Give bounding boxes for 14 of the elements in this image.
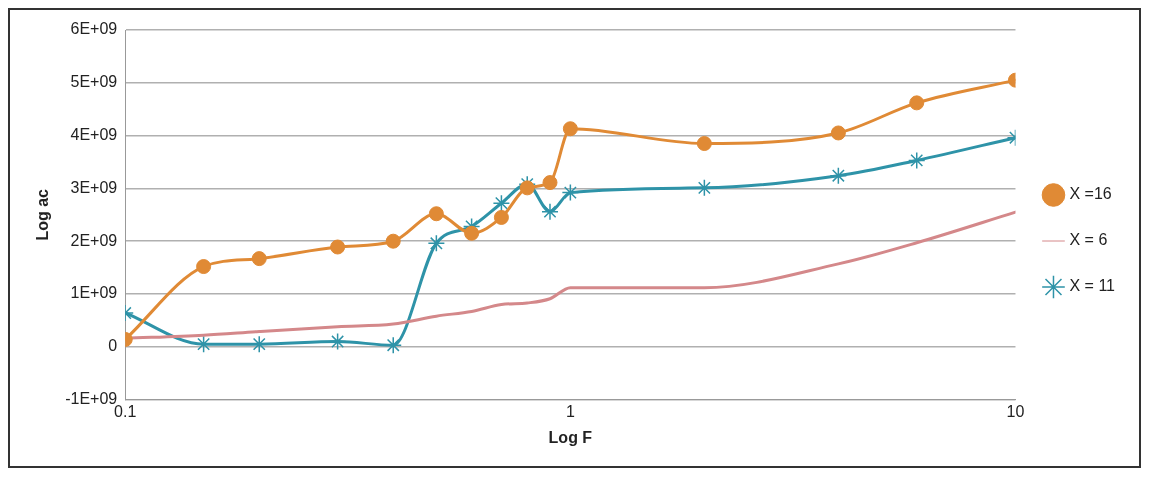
y-tick-label: 3E+09 bbox=[70, 178, 118, 196]
x-tick-label: 1 bbox=[565, 402, 575, 420]
x-tick-label: 10 bbox=[1006, 402, 1025, 420]
y-tick-label: 1E+09 bbox=[70, 284, 118, 302]
legend-label: X =16 bbox=[1069, 185, 1112, 203]
y-tick-label: 0 bbox=[108, 337, 118, 355]
y-tick-label: 6E+09 bbox=[70, 20, 118, 38]
y-tick-label: 2E+09 bbox=[70, 231, 118, 249]
legend-label: X = 6 bbox=[1069, 231, 1108, 249]
y-axis-title: Log ac bbox=[34, 188, 52, 241]
y-tick-label: 5E+09 bbox=[70, 73, 118, 91]
legend-label: X = 11 bbox=[1069, 277, 1116, 295]
y-tick-label: 4E+09 bbox=[70, 126, 118, 144]
x-axis-title: Log F bbox=[548, 428, 593, 446]
